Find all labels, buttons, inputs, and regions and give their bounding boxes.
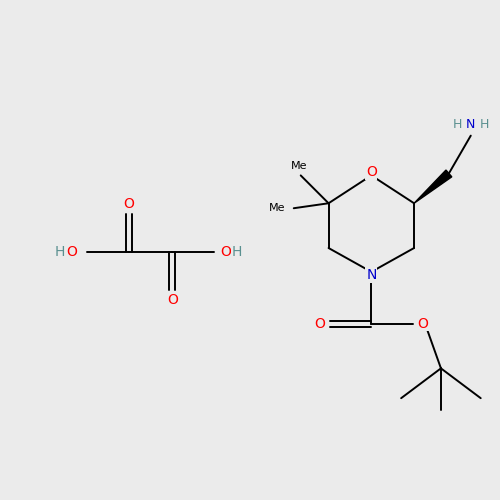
Text: O: O — [123, 198, 134, 211]
Text: Me: Me — [290, 162, 307, 172]
Text: H: H — [480, 118, 489, 131]
Text: O: O — [314, 316, 325, 330]
Text: Me: Me — [270, 203, 286, 213]
Text: O: O — [167, 292, 178, 306]
Text: O: O — [66, 245, 77, 259]
Text: N: N — [466, 118, 475, 131]
Text: O: O — [366, 166, 377, 179]
Text: O: O — [418, 316, 428, 330]
Text: H: H — [452, 118, 462, 131]
Text: H: H — [54, 245, 65, 259]
Text: O: O — [220, 245, 231, 259]
Polygon shape — [414, 170, 452, 203]
Text: N: N — [366, 268, 376, 282]
Text: H: H — [232, 245, 242, 259]
